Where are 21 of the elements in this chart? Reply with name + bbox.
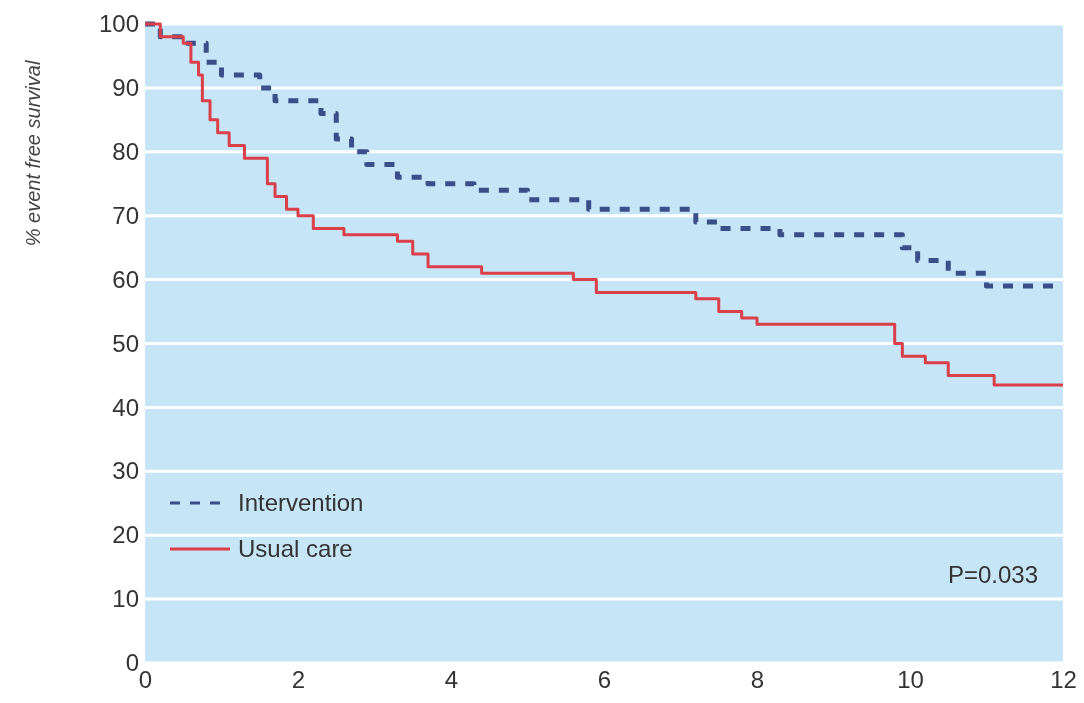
x-tick-label: 12 (1050, 666, 1077, 694)
y-tick-label: 50 (112, 329, 139, 357)
annotation: P=0.033 (947, 561, 1038, 588)
y-tick-label: 40 (112, 393, 139, 421)
x-tick-label: 8 (750, 666, 765, 694)
y-tick-label: 80 (112, 137, 139, 165)
y-tick-label: 10 (112, 585, 139, 613)
y-axis-title: % event free survival (22, 60, 44, 247)
y-tick-label: 60 (112, 265, 139, 293)
y-tick-label: 0 (125, 649, 139, 677)
y-tick-label: 70 (112, 201, 139, 229)
x-tick-label: 4 (444, 666, 459, 694)
y-tick-label: 90 (112, 74, 139, 102)
legend-label: Intervention (238, 489, 364, 516)
y-tick-label: 30 (112, 457, 139, 485)
y-tick-label: 20 (112, 521, 139, 549)
y-tick-label: 100 (98, 10, 139, 38)
x-tick-label: 6 (597, 666, 612, 694)
x-tick-label: 2 (291, 666, 306, 694)
x-tick-label: 10 (897, 666, 924, 694)
legend-label: Usual care (238, 535, 353, 562)
